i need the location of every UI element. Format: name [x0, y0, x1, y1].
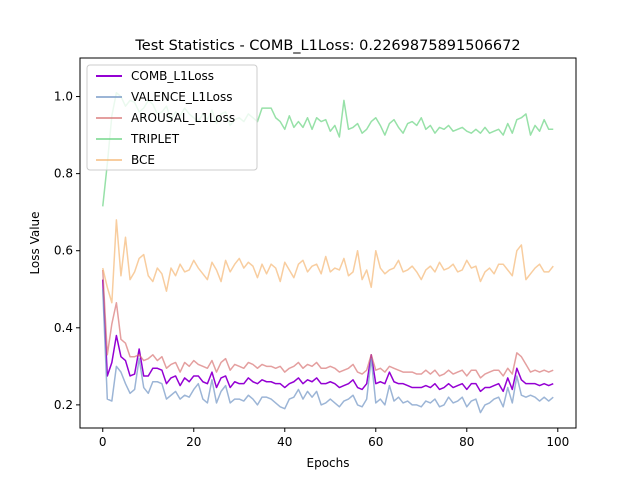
legend-label: COMB_L1Loss [131, 69, 214, 83]
chart-title: Test Statistics - COMB_L1Loss: 0.2269875… [134, 38, 520, 54]
y-tick-label: 1.0 [54, 90, 73, 104]
legend: COMB_L1Loss VALENCE_L1Loss AROUSAL_L1Loss T… [86, 64, 258, 171]
x-tick-label: 20 [186, 435, 201, 449]
y-tick-label: 0.6 [54, 244, 73, 258]
series-line-arousal-l1loss [102, 269, 554, 379]
x-axis-label: Epochs [307, 456, 350, 470]
legend-box [86, 64, 258, 171]
x-tick-label: 40 [277, 435, 292, 449]
series-line-bce [102, 219, 554, 304]
y-axis-ticks: 0.2 0.4 0.6 0.8 1.0 [54, 90, 80, 412]
legend-label: TRIPLET [130, 132, 180, 146]
y-tick-label: 0.8 [54, 167, 73, 181]
legend-label: VALENCE_L1Loss [131, 90, 233, 104]
legend-label: AROUSAL_L1Loss [131, 111, 235, 125]
x-axis-ticks: 0 20 40 60 80 100 [99, 428, 569, 449]
y-axis-label: Loss Value [28, 211, 42, 274]
y-tick-label: 0.2 [54, 398, 73, 412]
series-line-valence-l1loss [102, 289, 554, 414]
y-tick-label: 0.4 [54, 321, 73, 335]
series-line-comb-l1loss [102, 279, 554, 393]
x-tick-label: 100 [546, 435, 569, 449]
x-tick-label: 0 [99, 435, 107, 449]
x-tick-label: 80 [459, 435, 474, 449]
x-tick-label: 60 [368, 435, 383, 449]
axes-frame [79, 57, 577, 429]
legend-label: BCE [131, 153, 155, 167]
axes-layer [79, 57, 577, 429]
